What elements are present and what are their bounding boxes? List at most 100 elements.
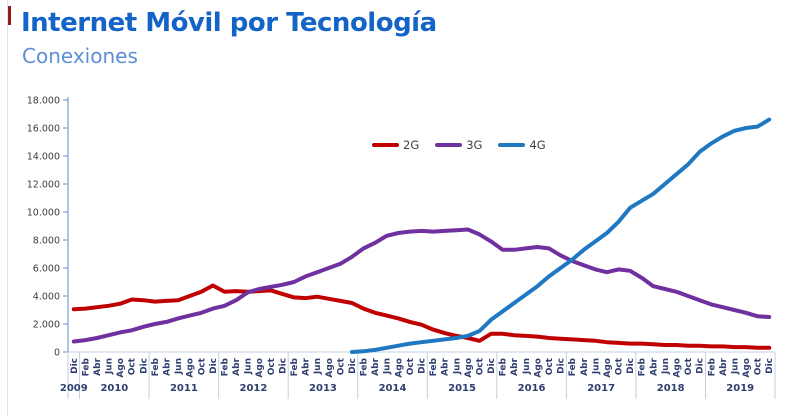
x-axis-month-label: Abr [510,357,520,375]
x-axis-month-label: Jun [452,358,462,375]
legend-swatch-4g [498,142,526,148]
x-axis-month-label: Oct [197,357,207,375]
x-axis-month-label: Dic [278,358,288,374]
legend-label-4g: 4G [529,138,546,152]
legend-item-2g: 2G [372,138,419,152]
slide-accent-mark [8,6,11,25]
x-axis-year-label: 2012 [240,383,268,394]
x-axis-year-label: 2019 [726,383,754,394]
x-axis-month-label: Ago [672,358,682,378]
x-axis-month-label: Jun [174,358,184,375]
x-axis-month-label: Dic [348,358,358,374]
x-axis-month-label: Abr [93,357,103,375]
x-axis-month-label: Jun [244,358,254,375]
x-axis-month-label: Ago [186,358,196,378]
series-line-3g [71,227,772,344]
x-axis-year-label: 2017 [587,383,615,394]
y-axis-tick-label: 6.000 [33,264,60,275]
x-axis-month-label: Dic [139,358,149,374]
y-axis-tick-label: 16.000 [27,124,60,135]
x-axis-month-label: Oct [128,357,138,375]
x-axis-year-label: 2009 [60,383,88,394]
x-axis-month-label: Feb [151,357,161,376]
x-axis-month-label: Jun [730,358,740,375]
x-axis-year-label: 2010 [100,383,128,394]
x-axis-year-label: 2015 [448,383,476,394]
x-axis-month-label: Dic [557,358,567,374]
series-line-2g [71,283,772,350]
x-axis-month-label: Oct [406,357,416,375]
x-axis-month-label: Ago [325,358,335,378]
x-axis-year-label: 2013 [309,383,337,394]
x-axis-month-label: Dic [696,358,706,374]
x-axis-month-label: Ago [603,358,613,378]
legend-swatch-2g [372,142,399,148]
y-axis-tick-label: 8.000 [33,236,60,247]
x-axis-month-label: Feb [429,357,439,376]
x-axis-month-label: Jun [105,358,115,375]
x-axis-month-label: Ago [533,358,543,378]
x-axis-month-label: Oct [754,357,764,375]
chart-title: Internet Móvil por Tecnología [21,8,437,38]
x-axis-month-label: Jun [661,358,671,375]
y-axis-tick-label: 2.000 [33,320,60,331]
x-axis-month-label: Dic [626,358,636,374]
x-axis-month-label: Oct [615,357,625,375]
chart-subtitle: Conexiones [22,44,138,68]
x-axis-year-label: 2011 [170,383,198,394]
x-axis-month-label: Feb [568,357,578,376]
x-axis-month-label: Feb [360,357,370,376]
x-axis-month-label: Oct [545,357,555,375]
legend-item-3g: 3G [435,138,482,152]
x-axis-month-label: Jun [313,358,323,375]
x-axis-month-label: Abr [302,357,312,375]
y-axis-tick-label: 4.000 [33,292,60,303]
y-axis-tick-label: 12.000 [27,180,60,191]
x-axis-month-label: Jun [383,358,393,375]
x-axis-month-label: Dic [487,358,497,374]
x-axis-month-label: Ago [255,358,265,378]
series-line-4g [350,117,772,354]
x-axis-month-label: Dic [418,358,428,374]
x-axis-month-label: Feb [499,357,509,376]
x-axis-month-label: Oct [475,357,485,375]
x-axis-year-label: 2016 [518,383,546,394]
x-axis-month-label: Jun [522,358,532,375]
x-axis-month-label: Ago [394,358,404,378]
legend-label-2g: 2G [403,138,420,152]
legend-swatch-3g [435,142,463,148]
x-axis-month-label: Abr [371,357,381,375]
x-axis-month-label: Oct [684,357,694,375]
x-axis-month-label: Dic [209,358,219,374]
x-axis-month-label: Abr [580,357,590,375]
x-axis-month-label: Dic [765,358,775,374]
x-axis-month-label: Feb [638,357,648,376]
x-axis-year-label: 2014 [379,383,407,394]
x-axis-month-label: Abr [649,357,659,375]
y-axis-tick-label: 14.000 [27,152,60,163]
x-axis-month-label: Ago [464,358,474,378]
x-axis-month-label: Feb [220,357,230,376]
x-axis-month-label: Jun [591,358,601,375]
legend-item-4g: 4G [498,138,546,152]
x-axis-month-label: Ago [116,358,126,378]
x-axis-month-label: Oct [267,357,277,375]
x-axis-month-label: Abr [163,357,173,375]
x-axis-month-label: Feb [290,357,300,376]
x-axis-month-label: Oct [336,357,346,375]
x-axis-month-label: Feb [81,357,91,376]
slide-left-border [7,0,8,416]
x-axis-month-label: Dic [70,358,80,374]
x-axis-month-label: Ago [742,358,752,378]
x-axis-year-label: 2018 [657,383,685,394]
legend-label-3g: 3G [466,138,483,152]
x-axis-month-label: Abr [441,357,451,375]
x-axis-month-label: Feb [707,357,717,376]
y-axis-tick-label: 18.000 [27,96,60,107]
y-axis-tick-label: 0 [54,348,60,359]
x-axis-month-label: Abr [232,357,242,375]
x-axis-month-label: Abr [719,357,729,375]
y-axis-tick-label: 10.000 [27,208,60,219]
